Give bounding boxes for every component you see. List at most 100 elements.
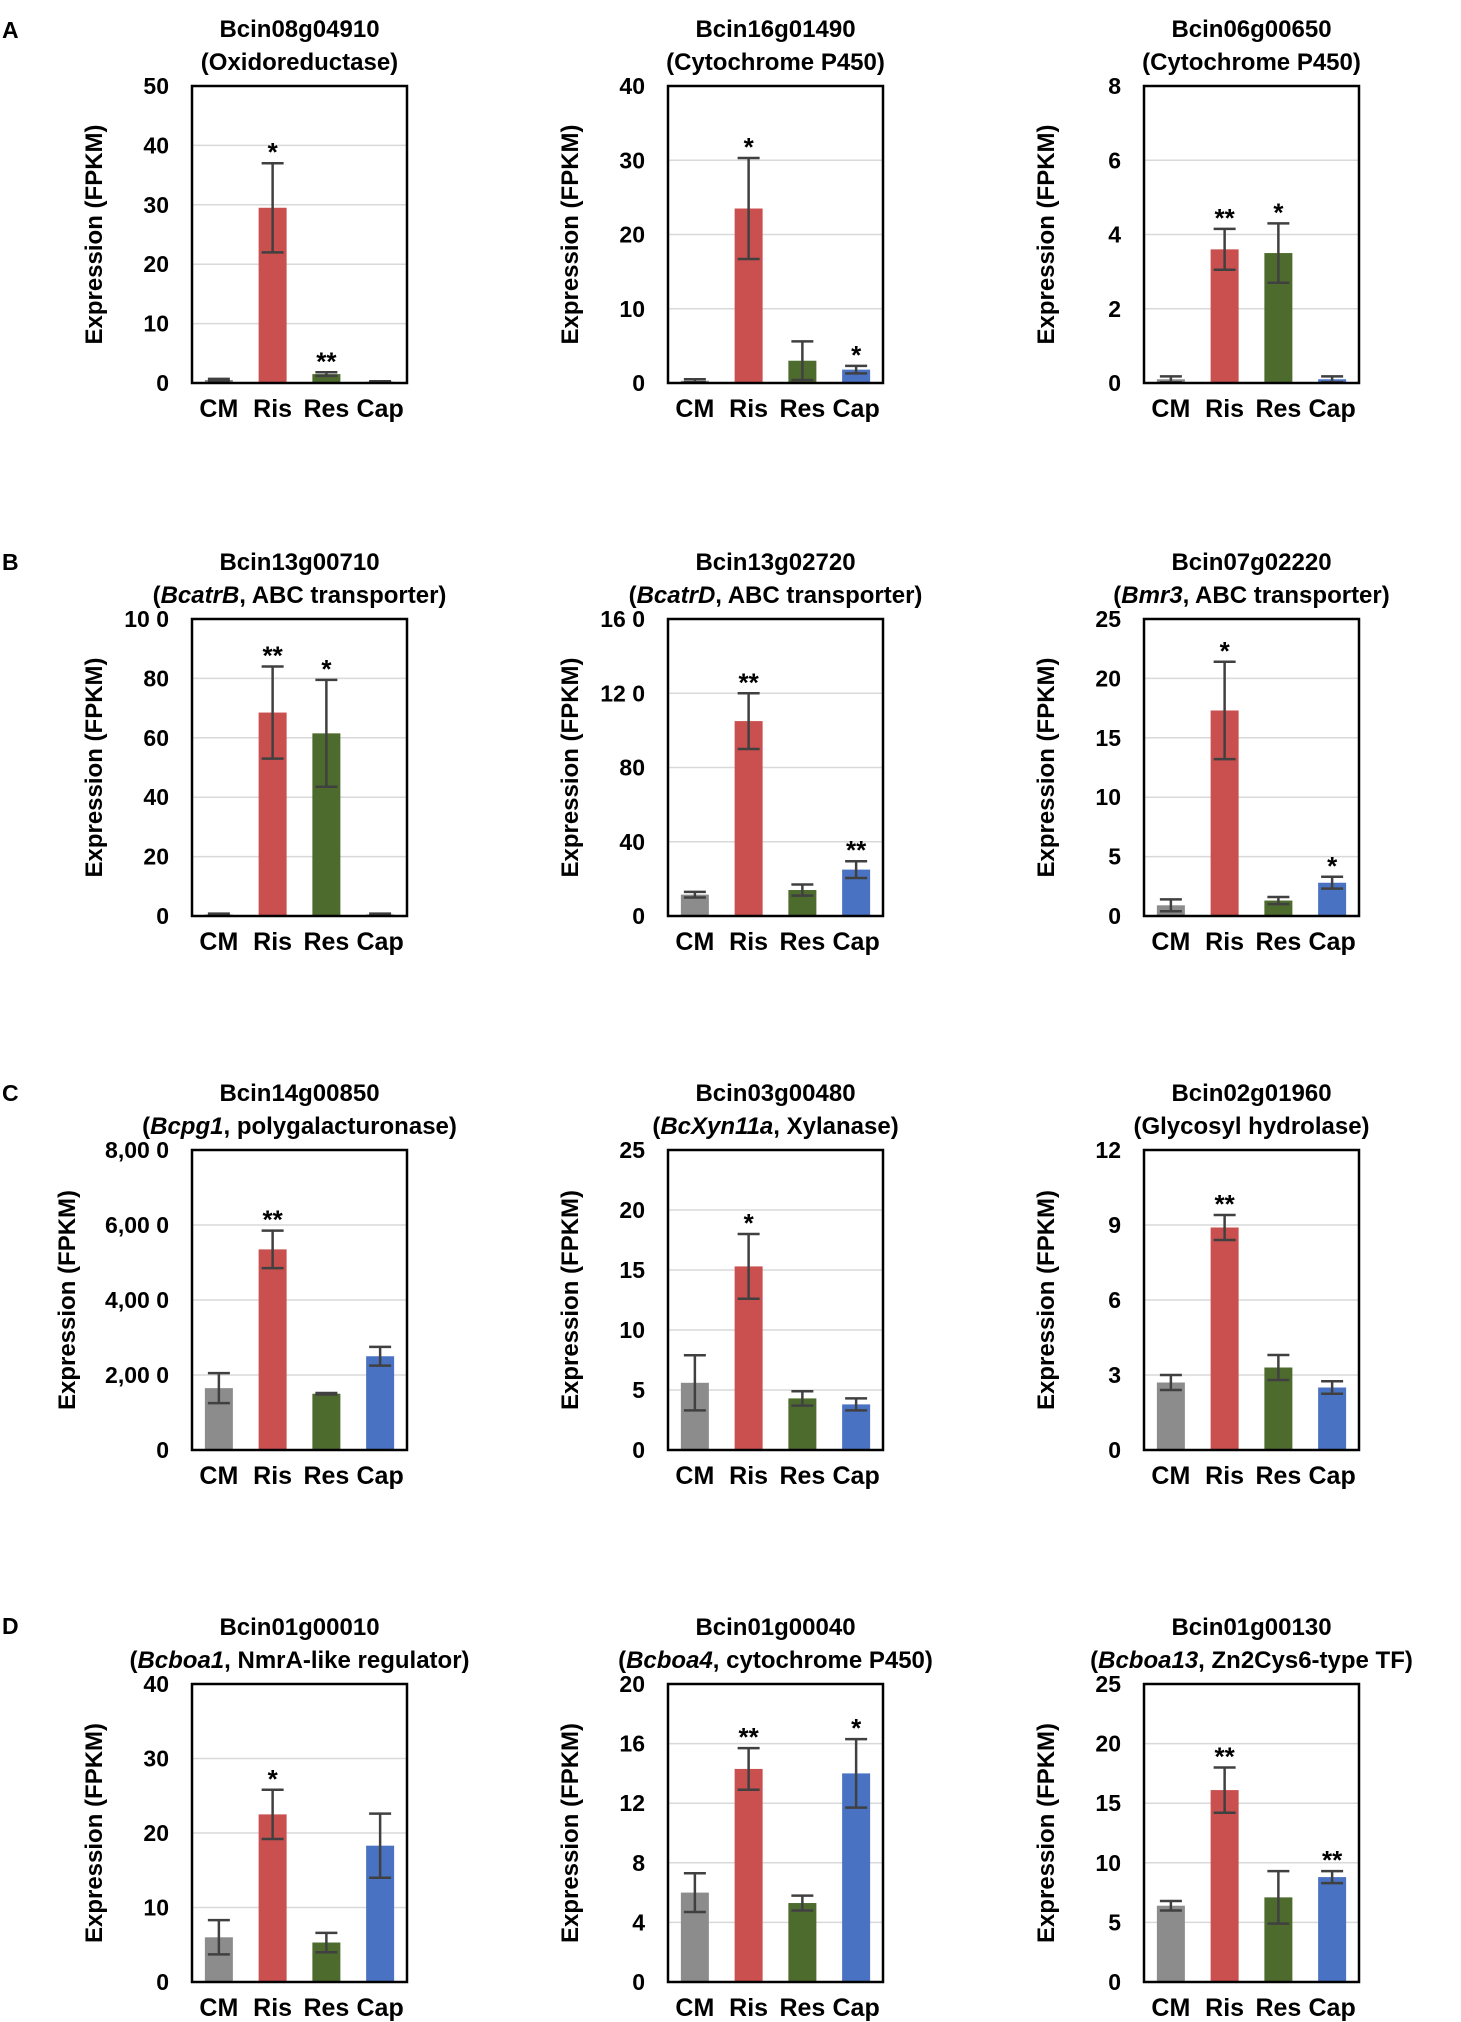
y-tick-label: 0 — [156, 1969, 169, 1995]
y-tick-label: 20 — [143, 844, 169, 870]
x-tick-label-cap: Cap — [357, 928, 404, 956]
chart-bcin13g02720: Bcin13g02720 (BcatrD, ABC transporter) 0 40… — [557, 549, 922, 956]
y-tick-label: 40 — [619, 73, 645, 99]
x-tick-label-res: Res — [303, 395, 349, 423]
bar-res — [788, 1398, 817, 1450]
subtitle-segment: , cytochrome P450) — [713, 1647, 933, 1674]
significance-marker: ** — [263, 1205, 284, 1235]
x-tick-label-res: Res — [779, 1994, 825, 2022]
chart-subtitle: (Bcpg1, polygalacturonase) — [142, 1113, 457, 1140]
x-tick-label-cap: Cap — [1309, 1462, 1356, 1490]
x-tick-label-res: Res — [779, 928, 825, 956]
gene-name-italic: Bcboa1 — [137, 1647, 224, 1674]
y-tick-label: 3 — [1108, 1362, 1121, 1388]
y-tick-label: 5 — [632, 1377, 645, 1403]
x-tick-label-cm: CM — [675, 928, 714, 956]
y-tick-label: 20 — [143, 1820, 169, 1846]
y-tick-label: 15 — [1095, 725, 1121, 751]
subtitle-segment: ( — [142, 1113, 150, 1140]
x-tick-label-cap: Cap — [833, 1462, 880, 1490]
x-tick-label-res: Res — [1255, 1462, 1301, 1490]
bar-ris — [1210, 1790, 1239, 1982]
plot-frame — [1142, 1682, 1361, 1984]
y-tick-label: 50 — [143, 73, 169, 99]
y-axis-label: Expression (FPKM) — [1033, 1723, 1060, 1943]
y-axis-label: Expression (FPKM) — [557, 1723, 584, 1943]
x-tick-label-cap: Cap — [833, 395, 880, 423]
x-tick-label-ris: Ris — [1205, 395, 1244, 423]
significance-marker: ** — [739, 667, 760, 697]
y-tick-label: 15 — [619, 1257, 645, 1283]
y-tick-label: 0 — [156, 370, 169, 396]
bar-ris — [258, 1814, 287, 1982]
y-tick-label: 20 — [619, 1197, 645, 1223]
chart-subtitle: (Bcboa1, NmrA-like regulator) — [129, 1647, 469, 1674]
x-tick-label-res: Res — [303, 1994, 349, 2022]
subtitle-segment: , ABC transporter) — [715, 582, 922, 609]
subtitle-segment: , ABC transporter) — [239, 582, 446, 609]
chart-title: Bcin02g01960 — [1171, 1080, 1331, 1107]
subtitle-segment: , polygalacturonase) — [223, 1113, 456, 1140]
chart-subtitle: (Cytochrome P450) — [666, 49, 885, 76]
y-tick-label: 12 — [1095, 1137, 1121, 1163]
bar-cm — [1156, 1382, 1185, 1450]
bar-ris — [734, 1768, 763, 1982]
x-tick-label-res: Res — [303, 928, 349, 956]
x-tick-label-cap: Cap — [357, 1462, 404, 1490]
x-tick-label-cm: CM — [675, 1462, 714, 1490]
y-axis-label: Expression (FPKM) — [81, 124, 108, 344]
chart-bcin08g04910: Bcin08g04910 (Oxidoreductase) 0 10 20 30 40 50 C… — [81, 16, 409, 423]
gene-name-italic: BcatrD — [637, 582, 716, 609]
bar-cm — [680, 894, 709, 916]
x-tick-label-cap: Cap — [1309, 928, 1356, 956]
bar-ris — [258, 1249, 287, 1450]
x-tick-label-ris: Ris — [729, 1462, 768, 1490]
y-axis-label: Expression (FPKM) — [54, 1190, 81, 1410]
chart-subtitle: (Bcboa4, cytochrome P450) — [618, 1647, 933, 1674]
gene-name-italic: Bcboa13 — [1098, 1647, 1199, 1674]
x-tick-label-ris: Ris — [729, 395, 768, 423]
significance-marker: ** — [1322, 1845, 1343, 1875]
x-tick-label-ris: Ris — [253, 1462, 292, 1490]
chart-subtitle: (BcatrD, ABC transporter) — [629, 582, 923, 609]
significance-marker: ** — [316, 346, 337, 376]
y-tick-label: 10 — [619, 1317, 645, 1343]
y-tick-label: 8 — [632, 1850, 645, 1876]
bar-cap — [1318, 1387, 1347, 1450]
subtitle-segment: , NmrA-like regulator) — [224, 1647, 469, 1674]
x-tick-label-cm: CM — [1151, 1462, 1190, 1490]
y-tick-label: 40 — [143, 132, 169, 158]
x-tick-label-cap: Cap — [1309, 395, 1356, 423]
plot-frame — [666, 1682, 885, 1984]
chart-bcin01g00010: Bcin01g00010 (Bcboa1, NmrA-like regulator… — [81, 1614, 470, 2022]
x-tick-label-res: Res — [779, 395, 825, 423]
significance-marker: ** — [1215, 203, 1236, 233]
x-tick-label-res: Res — [779, 1462, 825, 1490]
chart-title: Bcin13g00710 — [219, 549, 379, 576]
panel-label-c: C — [2, 1080, 19, 1106]
x-tick-label-res: Res — [1255, 1994, 1301, 2022]
chart-bcin02g01960: Bcin02g01960 (Glycosyl hydrolase) 0 3 6 9 12 CM… — [1033, 1080, 1370, 1490]
y-axis-label: Expression (FPKM) — [557, 1190, 584, 1410]
bar-ris — [1210, 1227, 1239, 1450]
x-tick-label-cap: Cap — [357, 1994, 404, 2022]
chart-title: Bcin01g00040 — [695, 1614, 855, 1641]
gene-name-italic: BcatrB — [161, 582, 240, 609]
y-tick-label: 40 — [143, 1671, 169, 1697]
y-tick-label: 30 — [143, 1746, 169, 1772]
y-tick-label: 20 — [619, 1671, 645, 1697]
y-tick-label: 20 — [619, 222, 645, 248]
y-tick-label: 8,00 0 — [105, 1137, 169, 1163]
y-axis-label: Expression (FPKM) — [81, 657, 108, 877]
chart-title: Bcin07g02220 — [1171, 549, 1331, 576]
y-tick-label: 10 — [619, 296, 645, 322]
plot-frame — [666, 84, 885, 385]
y-tick-label: 12 0 — [600, 680, 645, 706]
x-tick-label-res: Res — [1255, 928, 1301, 956]
y-axis-label: Expression (FPKM) — [1033, 657, 1060, 877]
chart-title: Bcin06g00650 — [1171, 16, 1331, 43]
y-tick-label: 10 0 — [124, 606, 169, 632]
y-tick-label: 4 — [1108, 222, 1121, 248]
x-tick-label-ris: Ris — [253, 1994, 292, 2022]
y-tick-label: 4 — [632, 1909, 645, 1935]
